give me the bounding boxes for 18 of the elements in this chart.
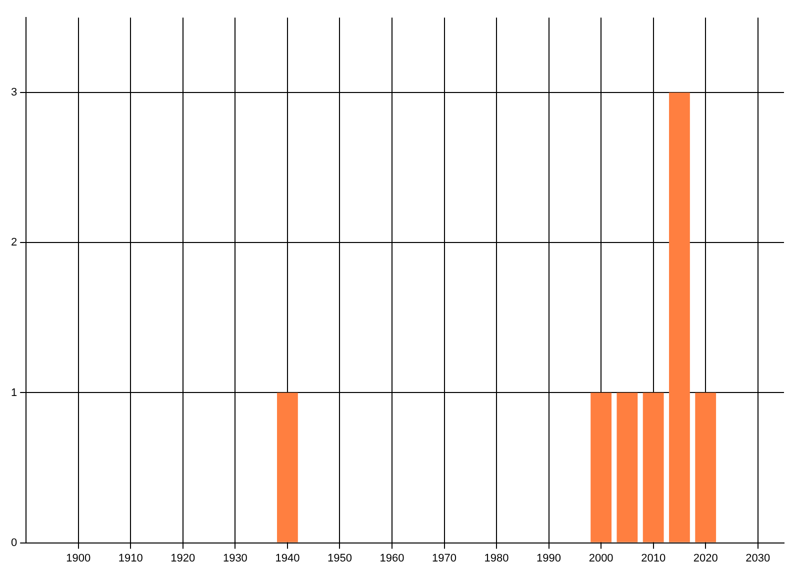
x-tick-label: 2000	[588, 552, 614, 564]
x-tick-label: 1970	[432, 552, 456, 564]
x-tick-label: 1910	[118, 552, 143, 564]
x-tick-label: 1930	[222, 552, 248, 564]
x-tick-label: 2020	[693, 552, 718, 564]
y-tick-label: 0	[10, 536, 18, 549]
x-tick-label: 2010	[641, 552, 666, 564]
y-tick-label: 2	[10, 236, 18, 249]
x-tick-label: 2030	[746, 552, 770, 564]
x-tick-label: 1900	[66, 552, 91, 564]
y-tick-label: 1	[10, 386, 18, 399]
x-tick-label: 1960	[380, 552, 404, 564]
x-tick-label: 1920	[170, 552, 196, 564]
x-tick-label: 1990	[536, 552, 562, 564]
y-tick-label: 3	[10, 86, 18, 99]
x-tick-label: 1940	[275, 552, 300, 564]
x-tick-label: 1950	[327, 552, 352, 564]
x-tick-label: 1980	[484, 552, 509, 564]
